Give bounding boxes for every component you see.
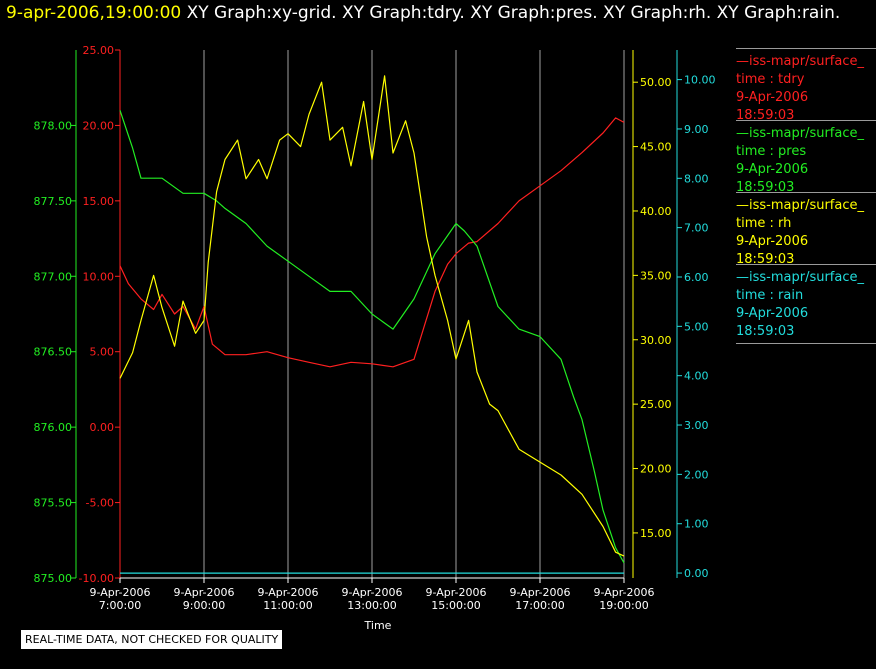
legend-variable: time : rh [736,216,792,231]
x-tick-time: 17:00:00 [515,599,564,612]
tdry-tick-label: 0.00 [90,421,115,434]
legend-time: 18:59:03 [736,324,795,339]
legend-series-name: —iss-mapr/surface_ [736,54,865,69]
rain-tick-label: 6.00 [684,271,709,284]
pres-tick-label: 877.00 [34,270,73,283]
rain-tick-label: 4.00 [684,370,709,383]
legend-time: 18:59:03 [736,180,795,195]
graph-label-tdry: XY Graph:tdry. [342,3,465,23]
legend-divider [736,192,876,193]
x-tick-date: 9-Apr-2006 [173,586,234,599]
x-tick-date: 9-Apr-2006 [341,586,402,599]
x-tick-date: 9-Apr-2006 [89,586,150,599]
tdry-tick-label: 5.00 [90,346,115,359]
rh-tick-label: 40.00 [640,205,672,218]
pres-tick-label: 876.50 [34,346,73,359]
graph-label-rain: XY Graph:rain. [716,3,841,23]
quality-warning: REAL-TIME DATA, NOT CHECKED FOR QUALITY [21,630,283,649]
title-bar: 9-apr-2006,19:00:00 XY Graph:xy-grid. XY… [6,3,840,23]
tdry-tick-label: 20.00 [83,119,115,132]
rain-tick-label: 2.00 [684,468,709,481]
rain-tick-label: 8.00 [684,172,709,185]
x-tick-time: 19:00:00 [599,599,648,612]
legend-series-name: —iss-mapr/surface_ [736,126,865,141]
series-pres-line [119,110,625,564]
legend-divider [736,343,876,344]
legend-series-name: —iss-mapr/surface_ [736,270,865,285]
legend-divider [736,48,876,49]
legend-divider [736,264,876,265]
rain-tick-label: 5.00 [684,320,709,333]
legend-variable: time : tdry [736,72,805,87]
rh-tick-label: 35.00 [640,269,672,282]
rh-tick-label: 50.00 [640,76,672,89]
legend-rain: —iss-mapr/surface_ time : rain 9-Apr-200… [736,264,876,348]
tdry-tick-label: -5.00 [86,497,114,510]
tdry-tick-label: 15.00 [83,195,115,208]
timestamp: 9-apr-2006,19:00:00 [6,3,182,23]
graph-label-pres: XY Graph:pres. [470,3,598,23]
series-tdry-line [119,117,625,368]
tdry-tick-label: 25.00 [83,44,115,57]
x-tick-time: 11:00:00 [263,599,312,612]
x-tick-time: 13:00:00 [347,599,396,612]
legend-date: 9-Apr-2006 [736,90,809,105]
legend-series-name: —iss-mapr/surface_ [736,198,865,213]
legend-variable: time : rain [736,288,804,303]
x-tick-time: 7:00:00 [99,599,141,612]
pres-tick-label: 875.50 [34,497,73,510]
legend-date: 9-Apr-2006 [736,162,809,177]
series-rh-line [119,75,625,557]
rain-tick-label: 1.00 [684,518,709,531]
legend-variable: time : pres [736,144,807,159]
x-axis-label: Time [364,619,392,632]
rain-tick-label: 9.00 [684,123,709,136]
legend-time: 18:59:03 [736,252,795,267]
legend-date: 9-Apr-2006 [736,306,809,321]
rh-tick-label: 15.00 [640,527,672,540]
rh-tick-label: 25.00 [640,398,672,411]
rh-tick-label: 20.00 [640,463,672,476]
pres-tick-label: 878.00 [34,119,73,132]
pres-tick-label: 876.00 [34,421,73,434]
rain-tick-label: 7.00 [684,222,709,235]
graph-label-rh: XY Graph:rh. [603,3,712,23]
legend-time: 18:59:03 [736,108,795,123]
legend-divider [736,120,876,121]
legend-tdry: —iss-mapr/surface_ time : tdry 9-Apr-200… [736,48,876,125]
x-tick-time: 15:00:00 [431,599,480,612]
legend-rh: —iss-mapr/surface_ time : rh 9-Apr-2006 … [736,192,876,269]
legend-date: 9-Apr-2006 [736,234,809,249]
x-tick-date: 9-Apr-2006 [425,586,486,599]
tdry-tick-label: 10.00 [83,270,115,283]
pres-tick-label: 875.00 [34,572,73,585]
x-tick-date: 9-Apr-2006 [509,586,570,599]
tdry-tick-label: -10.00 [79,572,114,585]
legend-pres: —iss-mapr/surface_ time : pres 9-Apr-200… [736,120,876,197]
rh-tick-label: 30.00 [640,334,672,347]
x-tick-date: 9-Apr-2006 [257,586,318,599]
graph-label-xy-grid: XY Graph:xy-grid. [186,3,337,23]
x-tick-date: 9-Apr-2006 [593,586,654,599]
rh-tick-label: 45.00 [640,141,672,154]
pres-tick-label: 877.50 [34,195,73,208]
rain-tick-label: 3.00 [684,419,709,432]
x-tick-time: 9:00:00 [183,599,225,612]
rain-tick-label: 10.00 [684,74,716,87]
rain-tick-label: 0.00 [684,567,709,580]
